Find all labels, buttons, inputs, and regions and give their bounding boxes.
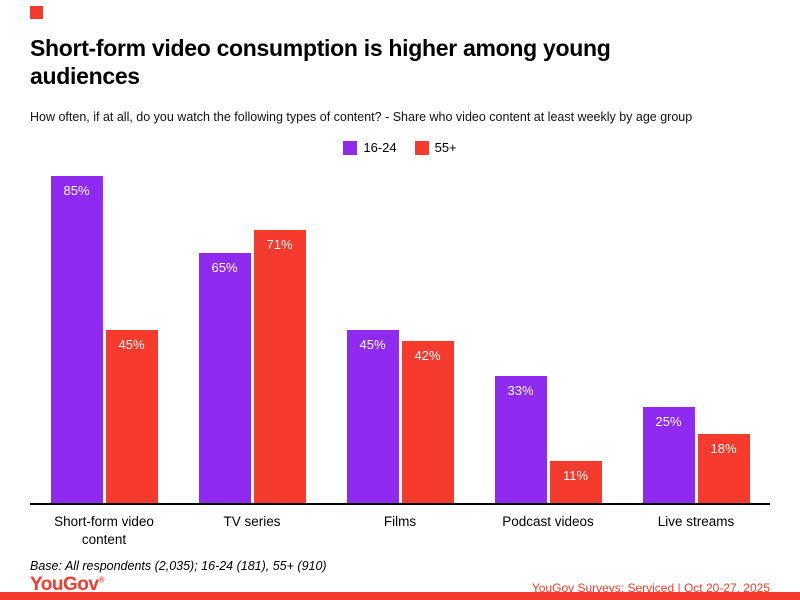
legend-swatch-icon bbox=[414, 140, 429, 155]
logo-text: YouGov bbox=[30, 574, 99, 595]
logo-registered-mark: ® bbox=[98, 575, 104, 585]
chart-subtitle: How often, if at all, do you watch the f… bbox=[30, 110, 693, 124]
bar-group: 85% 45% bbox=[30, 170, 178, 503]
bar-group: 25% 18% bbox=[622, 170, 770, 503]
category-label: Podcast videos bbox=[502, 514, 594, 529]
category-label: Short-form video content bbox=[54, 514, 154, 547]
bar-value-label: 25% bbox=[655, 414, 682, 429]
legend-item-55+: 55+ bbox=[414, 140, 457, 155]
brand-square-icon bbox=[30, 6, 43, 19]
yougov-logo: YouGov® bbox=[30, 574, 104, 596]
bar-value-label: 42% bbox=[414, 348, 441, 363]
bar-value-label: 11% bbox=[562, 468, 589, 483]
bar-55+: 11% bbox=[549, 461, 602, 503]
bar-16-24: 45% bbox=[346, 330, 399, 503]
legend-label: 55+ bbox=[434, 140, 457, 155]
category-label: Live streams bbox=[657, 514, 735, 529]
category-label: Films bbox=[383, 514, 417, 529]
bar-55+: 71% bbox=[253, 230, 306, 503]
legend-label: 16-24 bbox=[363, 140, 397, 155]
page-title: Short-form video consumption is higher a… bbox=[30, 35, 611, 90]
source-text: YouGov Surveys: Serviced | Oct 20-27, 20… bbox=[531, 581, 770, 595]
bar-group: 65% 71% bbox=[178, 170, 326, 503]
bar-55+: 42% bbox=[401, 341, 454, 503]
bar-16-24: 25% bbox=[642, 407, 695, 503]
bar-16-24: 65% bbox=[198, 253, 251, 503]
category-label: TV series bbox=[223, 514, 281, 529]
legend-item-16-24: 16-24 bbox=[343, 140, 397, 155]
bar-value-label: 65% bbox=[211, 260, 238, 275]
bar-16-24: 33% bbox=[494, 376, 547, 503]
bar-value-label: 85% bbox=[63, 183, 90, 198]
bar-55+: 45% bbox=[105, 330, 158, 503]
legend-swatch-icon bbox=[343, 140, 358, 155]
bar-value-label: 33% bbox=[507, 383, 534, 398]
bar-group: 45% 42% bbox=[326, 170, 474, 503]
category-labels: Short-form video content TV series Films Po… bbox=[30, 513, 770, 548]
base-note: Base: All respondents (2,035); 16-24 (18… bbox=[30, 559, 327, 573]
bar-value-label: 45% bbox=[359, 337, 386, 352]
bar-value-label: 71% bbox=[266, 237, 293, 252]
bar-group: 33% 11% bbox=[474, 170, 622, 503]
bar-16-24: 85% bbox=[50, 176, 103, 503]
bar-value-label: 18% bbox=[710, 441, 737, 456]
bar-value-label: 45% bbox=[118, 337, 145, 352]
chart-legend: 16-24 55+ bbox=[0, 140, 800, 155]
bar-groups: 85% 45% 65% 71% 45% 42% 33% 11% 25% 18% bbox=[30, 170, 770, 503]
bar-55+: 18% bbox=[697, 434, 750, 503]
bottom-strip bbox=[0, 592, 800, 600]
bar-chart: 85% 45% 65% 71% 45% 42% 33% 11% 25% 18% bbox=[30, 170, 770, 505]
